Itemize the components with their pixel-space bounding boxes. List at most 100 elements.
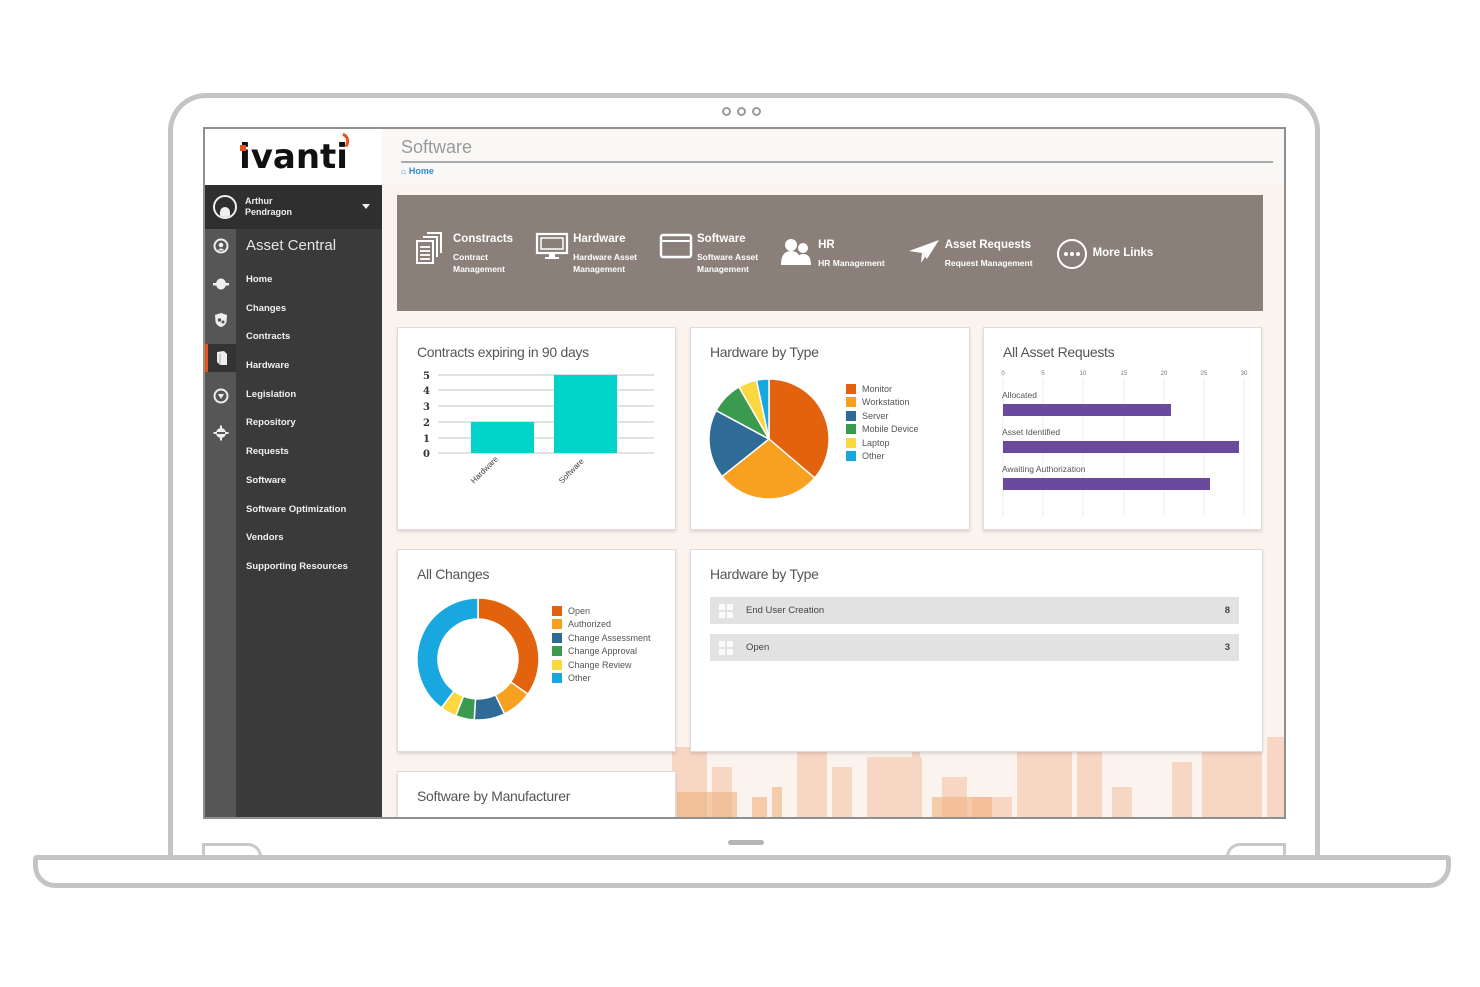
widget-hardware-by-type-list: Hardware by Type End User Creation 8 Ope… — [690, 549, 1263, 752]
page-header: Software ⌂ Home — [382, 129, 1284, 185]
svg-text:5: 5 — [423, 371, 430, 382]
quick-link-title: More Links — [1092, 247, 1154, 259]
legend-item[interactable]: Workstation — [846, 396, 919, 410]
laptop-hinge-left — [202, 843, 262, 857]
main-content: Software ⌂ Home — [382, 129, 1284, 817]
sidebar-item-vendors[interactable]: Vendors — [246, 532, 284, 544]
legend-item[interactable]: Other — [846, 450, 919, 464]
grid-icon — [719, 603, 733, 618]
svg-text:1: 1 — [423, 434, 430, 445]
laptop-base — [33, 855, 1451, 888]
quick-link-subtitle: Software Asset Management — [697, 252, 759, 274]
svg-text:Asset Identified: Asset Identified — [1002, 427, 1060, 437]
widget-title: Hardware by Type — [710, 566, 819, 582]
widget-hardware-by-type-pie: Hardware by Type Monitor Workstation Ser… — [690, 327, 970, 530]
quick-link-subtitle: Request Management — [944, 258, 1033, 268]
legend-item[interactable]: Authorized — [552, 618, 651, 632]
paper-plane-icon — [907, 237, 939, 269]
hardware-pie-chart — [708, 378, 830, 500]
sidebar-item-changes[interactable]: Changes — [246, 302, 287, 314]
logo-area[interactable]: ivanti — [205, 129, 382, 185]
quick-link-hardware[interactable]: Hardware Hardware Asset Management — [535, 231, 637, 275]
svg-text:Software: Software — [557, 456, 586, 485]
widget-software-by-manufacturer: Software by Manufacturer — [397, 771, 676, 817]
caret-down-icon[interactable] — [362, 204, 370, 209]
sidebar-item-repository[interactable]: Repository — [246, 417, 296, 429]
app-screen: ivanti Arthur Pendragon — [203, 127, 1286, 819]
widget-all-asset-requests: All Asset Requests 0 5 10 15 20 25 30 Allocat… — [983, 327, 1262, 530]
widget-title: Hardware by Type — [710, 344, 819, 360]
contracts-bar-chart: 5 4 3 2 1 0 Hardware Software — [423, 371, 654, 485]
quick-link-asset-requests[interactable]: Asset Requests Request Management — [907, 237, 1033, 269]
home-icon: ⌂ — [401, 166, 406, 176]
skyline-background — [672, 737, 1284, 817]
widget-title: All Changes — [417, 566, 490, 582]
legend-item[interactable]: Monitor — [846, 382, 919, 396]
quick-link-hr[interactable]: HR HR Management — [780, 237, 885, 269]
soccer-ball-icon[interactable] — [205, 382, 236, 410]
icon-rail — [205, 229, 236, 817]
shield-icon[interactable] — [205, 306, 236, 334]
breadcrumb-home-link[interactable]: Home — [408, 166, 434, 176]
svg-text:5: 5 — [1041, 371, 1045, 377]
row-count: 3 — [1224, 642, 1230, 653]
legend-item[interactable]: Change Review — [552, 658, 651, 672]
legend-item[interactable]: Laptop — [846, 436, 919, 450]
svg-text:10: 10 — [1080, 371, 1087, 377]
sidebar-item-software-optimization[interactable]: Software Optimization — [246, 503, 347, 515]
user-name: Arthur Pendragon — [245, 196, 293, 217]
row-label: Open — [746, 642, 770, 653]
sidebar-item-software[interactable]: Software — [246, 474, 287, 486]
grid-icon — [719, 640, 733, 655]
logo-dot — [240, 145, 247, 151]
bar-asset-identified — [1003, 441, 1239, 453]
laptop-hinge-right — [1226, 843, 1286, 857]
gear-icon[interactable] — [205, 419, 236, 447]
sidebar: ivanti Arthur Pendragon — [205, 129, 382, 817]
list-row[interactable]: Open 3 — [710, 634, 1239, 661]
sidebar-item-contracts[interactable]: Contracts — [246, 331, 291, 343]
svg-text:4: 4 — [423, 386, 430, 397]
sidebar-item-home[interactable]: Home — [246, 274, 273, 285]
sidebar-item-requests[interactable]: Requests — [246, 446, 289, 458]
quick-link-title: Software — [697, 233, 746, 245]
user-circle-icon — [213, 195, 237, 219]
svg-text:30: 30 — [1241, 371, 1248, 377]
widget-title: Software by Manufacturer — [417, 788, 571, 804]
quick-links-bar: Constracts Contract Management Hardware H… — [397, 195, 1263, 311]
quick-link-more-links[interactable]: More Links — [1055, 237, 1154, 269]
svg-text:15: 15 — [1121, 371, 1128, 377]
legend-item[interactable]: Change Assessment — [552, 631, 651, 645]
globe-icon[interactable] — [205, 270, 236, 298]
sidebar-item-supporting-resources[interactable]: Supporting Resources — [246, 560, 348, 572]
legend-item[interactable]: Open — [552, 604, 651, 618]
quick-link-title: Asset Requests — [944, 239, 1031, 251]
sidebar-item-legislation[interactable]: Legislation — [246, 388, 297, 400]
window-icon — [659, 231, 693, 263]
widget-title: Contracts expiring in 90 days — [417, 344, 589, 360]
sidebar-item-hardware[interactable]: Hardware — [246, 360, 290, 372]
quick-link-title: Constracts — [453, 233, 514, 245]
legend-item[interactable]: Server — [846, 409, 919, 423]
book-icon[interactable] — [205, 344, 236, 372]
legend-item[interactable]: Mobile Device — [846, 423, 919, 437]
camera-dots — [722, 107, 761, 116]
asset-requests-bar-chart: 0 5 10 15 20 25 30 Allocated Asset Identified… — [1001, 371, 1248, 516]
svg-text:0: 0 — [1001, 371, 1005, 377]
changes-donut-legend: Open Authorized Change Assessment Change… — [552, 604, 651, 685]
widget-all-changes: All Changes Open Authorized Change Asses… — [397, 549, 676, 752]
svg-text:Awaiting Authorization: Awaiting Authorization — [1002, 464, 1086, 474]
list-row[interactable]: End User Creation 8 — [710, 597, 1239, 624]
row-label: End User Creation — [746, 605, 825, 616]
quick-link-subtitle: Hardware Asset Management — [573, 252, 638, 274]
quick-link-contracts[interactable]: Constracts Contract Management — [415, 231, 513, 275]
legend-item[interactable]: Other — [552, 672, 651, 686]
bar-software — [554, 375, 617, 453]
quick-link-software[interactable]: Software Software Asset Management — [659, 231, 758, 275]
more-circle-icon — [1055, 237, 1087, 269]
user-menu[interactable]: Arthur Pendragon — [205, 185, 382, 229]
svg-text:Allocated: Allocated — [1002, 390, 1037, 400]
legend-item[interactable]: Change Approval — [552, 645, 651, 659]
quick-link-title: Hardware — [573, 233, 626, 245]
user-circle-icon[interactable] — [205, 232, 236, 260]
